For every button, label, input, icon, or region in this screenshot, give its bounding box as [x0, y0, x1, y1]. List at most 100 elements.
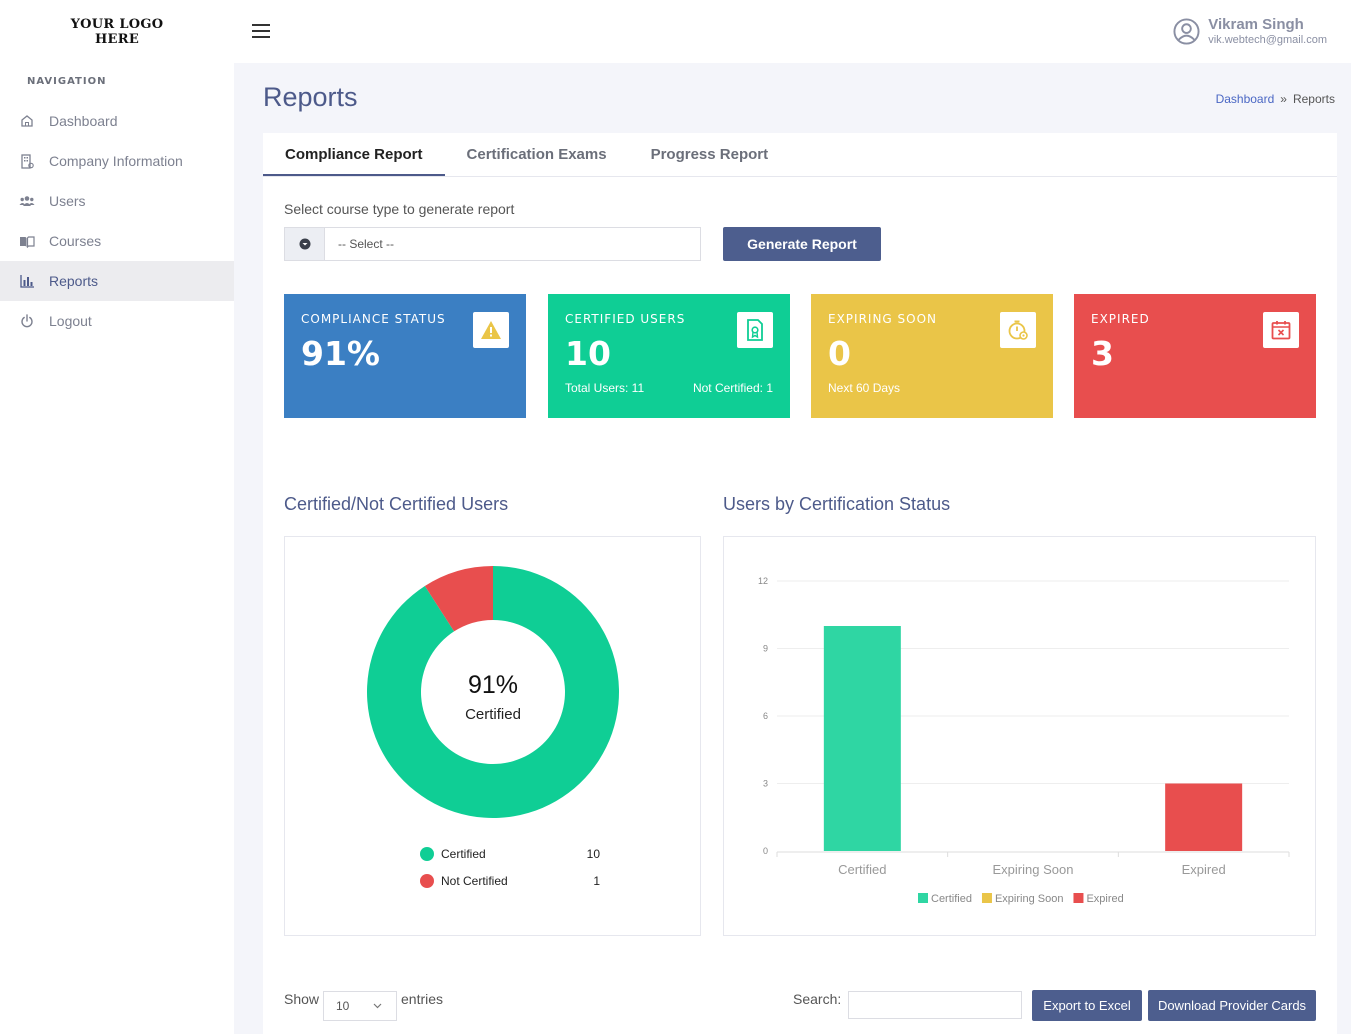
entries-label: entries [401, 991, 444, 1007]
show-label: Show [284, 991, 320, 1007]
x-tick-label: Expired [1182, 862, 1226, 877]
generate-report-button[interactable]: Generate Report [723, 227, 881, 261]
y-tick-label: 6 [763, 711, 768, 721]
sidebar-item-dashboard[interactable]: Dashboard [0, 101, 234, 141]
export-to-excel-button[interactable]: Export to Excel [1032, 990, 1142, 1021]
building-icon [18, 152, 36, 170]
sidebar-item-users[interactable]: Users [0, 181, 234, 221]
power-icon [18, 312, 36, 330]
donut-slice-certified[interactable] [367, 566, 619, 818]
tab-certification-exams[interactable]: Certification Exams [466, 146, 607, 163]
home-icon [18, 112, 36, 130]
legend-label[interactable]: Expired [1086, 893, 1123, 905]
user-name: Vikram Singh [1208, 16, 1304, 33]
donut-chart: 91% Certified [367, 566, 619, 818]
tab-content: Select course type to generate report --… [263, 178, 1337, 1034]
select-addon [285, 228, 325, 260]
sidebar-item-label: Reports [49, 273, 99, 289]
download-provider-cards-button[interactable]: Download Provider Cards [1148, 990, 1316, 1021]
y-tick-label: 3 [763, 779, 768, 789]
report-tabs: Compliance Report Certification Exams Pr… [263, 133, 1337, 177]
circle-chevron-down-icon [299, 238, 310, 250]
y-tick-label: 12 [758, 576, 768, 586]
sidebar-item-label: Users [49, 193, 86, 209]
bar-chart-panel: 0 3 6 9 12 Certified Expiring Soon Expired Certi… [723, 536, 1316, 936]
legend-label[interactable]: Certified [931, 893, 972, 905]
legend-value: 10 [586, 847, 600, 861]
tab-compliance-report[interactable]: Compliance Report [263, 133, 445, 176]
sidebar-item-logout[interactable]: Logout [0, 301, 234, 341]
donut-slice-not-certified[interactable] [424, 566, 493, 632]
sidebar-item-label: Company Information [49, 153, 183, 169]
stat-label: EXPIRING SOON [828, 312, 938, 326]
legend-dot [420, 847, 434, 861]
tab-progress-report[interactable]: Progress Report [650, 146, 769, 163]
y-tick-label: 9 [763, 644, 768, 654]
legend-value: 1 [593, 874, 600, 888]
legend-swatch [981, 893, 992, 903]
donut-chart-title: Certified/Not Certified Users [284, 494, 509, 514]
legend-swatch [1073, 893, 1084, 903]
bar-expired[interactable] [1165, 783, 1243, 852]
stat-value: 0 [828, 334, 851, 373]
nav-heading: NAVIGATION [27, 76, 107, 87]
bar-chart-title: Users by Certification Status [723, 494, 951, 514]
compliance-status-card: COMPLIANCE STATUS 91% [284, 294, 526, 418]
top-header: Vikram Singh vik.webtech@gmail.com [234, 0, 1351, 63]
stat-subtext: Next 60 Days [828, 381, 1036, 395]
user-avatar-icon [1173, 18, 1200, 45]
donut-chart-panel: 91% Certified Certified 10 Not Certified … [284, 536, 701, 936]
user-profile[interactable]: Vikram Singh vik.webtech@gmail.com [1173, 16, 1327, 47]
breadcrumb-current: Reports [1292, 92, 1335, 106]
menu-icon[interactable] [252, 24, 270, 38]
certified-users-card: CERTIFIED USERS 10 Total Users: 11 Not C… [548, 294, 790, 418]
legend-dot [420, 874, 434, 888]
x-tick-label: Certified [838, 862, 886, 877]
logo[interactable]: YOUR LOGO HERE [0, 0, 234, 63]
breadcrumb-dashboard-link[interactable]: Dashboard [1215, 92, 1275, 106]
select-value: -- Select -- [338, 237, 395, 251]
sidebar-item-label: Logout [49, 313, 92, 329]
search-input[interactable] [848, 991, 1022, 1019]
total-users-text: Total Users: 11 [565, 381, 645, 395]
chevron-down-icon [373, 1003, 382, 1009]
legend-item-not-certified[interactable]: Not Certified 1 [420, 874, 600, 888]
sidebar-item-label: Courses [49, 233, 102, 249]
stat-value: 10 [565, 334, 611, 373]
bar-chart: 0 3 6 9 12 Certified Expiring Soon Expired Certi… [758, 576, 1290, 905]
x-tick-label: Expiring Soon [993, 862, 1074, 877]
stat-value: 3 [1091, 334, 1114, 373]
logo-line-1: YOUR LOGO [70, 16, 164, 32]
sidebar-item-label: Dashboard [49, 113, 118, 129]
page-title: Reports [263, 82, 358, 112]
legend-label[interactable]: Expiring Soon [995, 893, 1064, 905]
stat-label: EXPIRED [1091, 312, 1150, 326]
users-icon [18, 192, 36, 210]
not-certified-text: Not Certified: 1 [692, 381, 773, 395]
entries-select[interactable]: 10 [323, 991, 397, 1021]
next-60-days-text: Next 60 Days [828, 381, 901, 395]
expired-card: EXPIRED 3 [1074, 294, 1316, 418]
y-tick-label: 0 [763, 846, 768, 856]
stat-subtext: Total Users: 11 Not Certified: 1 [565, 381, 773, 395]
sidebar-item-courses[interactable]: Courses [0, 221, 234, 261]
sidebar-item-reports[interactable]: Reports [0, 261, 234, 301]
legend-item-certified[interactable]: Certified 10 [420, 847, 600, 861]
warning-icon [473, 312, 509, 348]
expiring-soon-card: EXPIRING SOON 0 Next 60 Days [811, 294, 1053, 418]
user-email: vik.webtech@gmail.com [1208, 34, 1327, 46]
course-type-label: Select course type to generate report [284, 201, 515, 217]
stat-label: COMPLIANCE STATUS [301, 312, 446, 326]
bar-chart-icon [18, 272, 36, 290]
sidebar-item-company-information[interactable]: Company Information [0, 141, 234, 181]
timer-icon [1000, 312, 1036, 348]
legend-label: Certified [441, 847, 486, 861]
logo-line-2: HERE [94, 31, 140, 47]
entries-value: 10 [336, 999, 350, 1013]
course-type-select[interactable]: -- Select -- [284, 227, 701, 261]
calendar-x-icon [1263, 312, 1299, 348]
report-card: Compliance Report Certification Exams Pr… [263, 133, 1337, 1034]
legend-swatch [918, 893, 928, 903]
donut-center-label: Certified [465, 706, 521, 723]
bar-certified[interactable] [823, 626, 901, 851]
